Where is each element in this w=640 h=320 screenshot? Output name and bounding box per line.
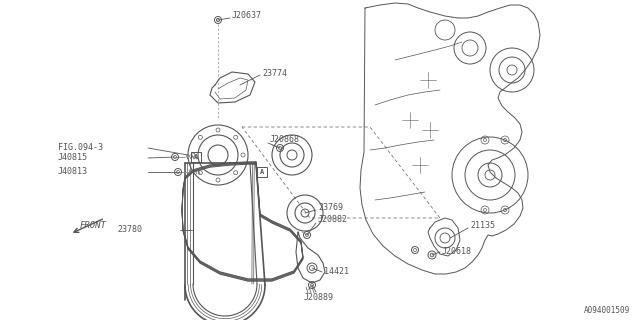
Bar [257,167,267,177]
Text: 14421: 14421 [324,268,349,276]
Text: J20889: J20889 [304,293,334,302]
Text: J20882: J20882 [318,215,348,225]
Text: FRONT: FRONT [80,221,107,230]
Text: J40815: J40815 [58,154,88,163]
Text: A: A [260,169,264,175]
Text: A094001509: A094001509 [584,306,630,315]
Text: FIG.094-3: FIG.094-3 [58,143,103,153]
Text: 23774: 23774 [262,68,287,77]
Text: A: A [194,154,198,160]
Text: 23769: 23769 [318,203,343,212]
Text: J20868: J20868 [270,135,300,145]
Text: J40813: J40813 [58,167,88,177]
Text: J20618: J20618 [442,247,472,257]
Text: J20637: J20637 [232,11,262,20]
Text: 23780: 23780 [117,226,142,235]
Text: 21135: 21135 [470,220,495,229]
Bar [191,152,201,162]
